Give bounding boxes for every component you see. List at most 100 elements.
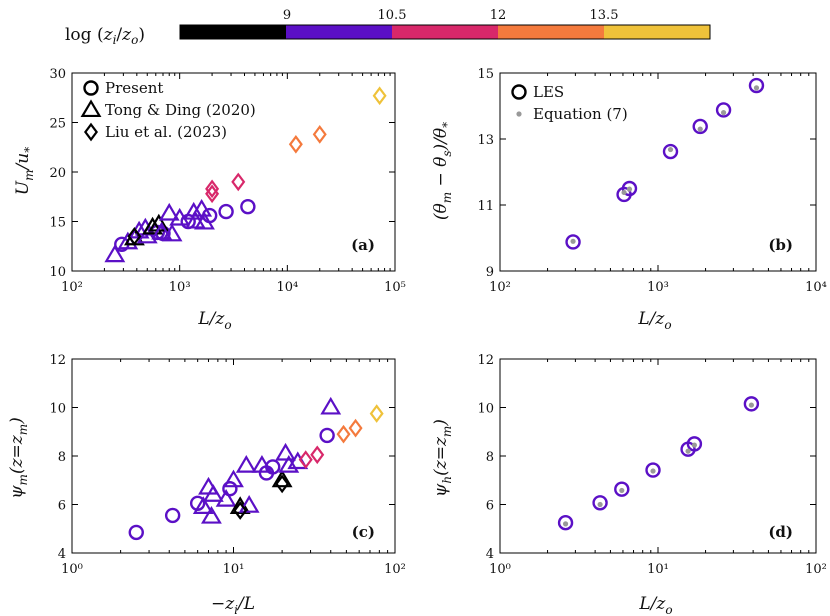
plot-frame bbox=[71, 358, 396, 554]
data-point-triangle bbox=[169, 207, 191, 226]
data-point-triangle bbox=[271, 469, 293, 488]
data-point-circle bbox=[222, 481, 238, 497]
data-point-circle bbox=[592, 495, 608, 511]
x-tick-label: 10⁴ bbox=[805, 280, 827, 295]
x-axis-label-b: L/zo bbox=[637, 309, 671, 332]
data-point-dot bbox=[619, 487, 625, 494]
data-point-triangle bbox=[194, 211, 215, 230]
data-point-diamond bbox=[336, 424, 351, 444]
series-tong-ding-2020- bbox=[192, 396, 342, 524]
x-tick-label: 10⁰ bbox=[489, 562, 511, 577]
data-point-triangle bbox=[235, 455, 257, 473]
x-tick-label: 10⁵ bbox=[384, 280, 406, 295]
data-point-dot bbox=[748, 402, 754, 408]
x-tick-label: 10² bbox=[805, 562, 827, 577]
data-point-triangle bbox=[251, 455, 273, 473]
data-point-dot bbox=[691, 442, 698, 448]
data-point-circle bbox=[748, 77, 765, 94]
colorbar-tick-label: 13.5 bbox=[590, 8, 619, 23]
data-point-circle bbox=[240, 198, 256, 215]
data-point-circle bbox=[319, 427, 335, 444]
y-tick-label: 15 bbox=[477, 67, 494, 82]
data-point-dot bbox=[753, 85, 760, 91]
panel-label: (a) bbox=[351, 236, 375, 254]
colorbar-segment bbox=[498, 25, 604, 39]
axis-labels: L/zo Um/u* L/zo (θm − θs)/θ* −zi/L ψm(z=… bbox=[7, 122, 673, 616]
x-tick-label: 10² bbox=[61, 280, 83, 295]
data-point-dot bbox=[626, 186, 633, 192]
legend-marker-triangle bbox=[80, 99, 102, 118]
y-tick-label: 30 bbox=[49, 67, 66, 82]
y-tick-label: 10 bbox=[477, 402, 494, 417]
colorbar-tick-label: 12 bbox=[490, 8, 507, 23]
data-point-dot bbox=[621, 189, 627, 196]
data-point-circle bbox=[662, 143, 679, 160]
y-tick-label: 10 bbox=[49, 265, 66, 280]
data-point-diamond bbox=[127, 227, 142, 246]
data-point-circle bbox=[715, 102, 732, 118]
y-tick-label: 9 bbox=[486, 265, 494, 280]
x-tick-label: 10³ bbox=[647, 280, 669, 295]
series-present bbox=[128, 427, 335, 541]
legend-marker-diamond bbox=[84, 122, 98, 142]
panel-c: 10⁰ 10¹ 10² 4 6 8 10 12 (c) bbox=[49, 353, 405, 577]
panel-label: (c) bbox=[352, 523, 375, 541]
panel-a: 10² 10³ 10⁴ 10⁵ 10 15 20 25 30 Present Tong & Ding… bbox=[49, 67, 405, 295]
legend: Present Tong & Ding (2020) Liu et al. (202… bbox=[80, 79, 256, 142]
data-point-triangle bbox=[136, 225, 158, 244]
x-tick-label: 10² bbox=[489, 280, 511, 295]
data-point-circle bbox=[743, 396, 760, 412]
series-les bbox=[557, 396, 760, 531]
data-point-diamond bbox=[233, 501, 248, 520]
series-liu-et-al-2023- bbox=[233, 404, 384, 520]
data-point-dot bbox=[562, 521, 569, 527]
data-point-diamond bbox=[205, 184, 220, 204]
data-point-circle bbox=[645, 462, 661, 478]
colorbar-title: log (zi/zo) bbox=[65, 25, 145, 47]
data-point-triangle bbox=[320, 396, 342, 415]
data-point-triangle bbox=[201, 505, 222, 524]
data-point-triangle bbox=[202, 484, 224, 502]
legend-label: LES bbox=[533, 83, 564, 101]
y-tick-label: 6 bbox=[486, 499, 494, 514]
y-tick-label: 12 bbox=[477, 353, 494, 368]
data-point-circle bbox=[164, 507, 181, 524]
legend-label: Liu et al. (2023) bbox=[105, 123, 227, 141]
data-point-dot bbox=[667, 146, 674, 153]
data-point-circle bbox=[621, 180, 638, 197]
data-point-triangle bbox=[183, 201, 205, 220]
panel-d: 10⁰ 10¹ 10² 4 6 8 10 12 (d) bbox=[477, 353, 826, 577]
y-tick-label: 8 bbox=[58, 450, 66, 465]
data-point-circle bbox=[692, 118, 708, 135]
data-point-triangle bbox=[142, 216, 163, 235]
colorbar-tick-label: 10.5 bbox=[378, 8, 407, 23]
y-tick-label: 15 bbox=[49, 216, 66, 231]
data-point-diamond bbox=[312, 125, 327, 144]
x-tick-label: 10⁰ bbox=[61, 562, 83, 577]
data-point-diamond bbox=[310, 445, 325, 465]
data-point-diamond bbox=[372, 86, 387, 106]
x-axis-label-a: L/zo bbox=[197, 309, 231, 332]
x-tick-label: 10³ bbox=[169, 280, 191, 295]
data-point-diamond bbox=[369, 404, 384, 423]
panel-label: (d) bbox=[768, 523, 793, 541]
y-tick-label: 10 bbox=[49, 402, 66, 417]
y-axis-label-d: ψh(z=zm) bbox=[431, 419, 454, 497]
y-tick-label: 11 bbox=[477, 199, 494, 214]
x-axis-label-d: L/zo bbox=[638, 594, 672, 616]
data-point-triangle bbox=[275, 442, 296, 461]
data-point-dot bbox=[597, 501, 603, 508]
series-equation-7- bbox=[570, 85, 760, 244]
legend-marker-circle bbox=[511, 84, 527, 100]
series-les bbox=[565, 77, 765, 250]
colorbar-tick-label: 9 bbox=[283, 8, 291, 23]
data-point-dot bbox=[570, 238, 576, 244]
data-point-dot bbox=[697, 126, 703, 132]
x-tick-label: 10¹ bbox=[223, 562, 245, 577]
legend-marker-dot bbox=[516, 111, 522, 117]
data-point-triangle bbox=[191, 198, 213, 217]
data-point-circle bbox=[614, 481, 630, 497]
y-tick-label: 6 bbox=[58, 499, 66, 514]
y-axis-label-c: ψm(z=zm) bbox=[7, 417, 30, 499]
